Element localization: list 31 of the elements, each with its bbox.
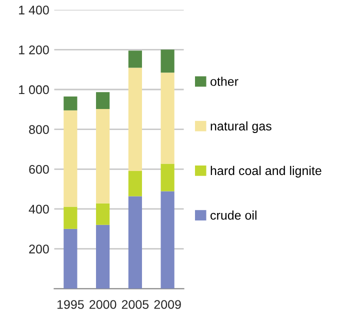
bar [96, 92, 110, 110]
bar [160, 164, 174, 192]
bar [96, 109, 110, 204]
y-tick-label: 800 [29, 125, 49, 134]
legend-label: hard coal and lignite [210, 166, 322, 178]
x-tick-label: 2005 [122, 300, 149, 309]
y-tick-label: 1 000 [19, 85, 49, 94]
bar [64, 110, 78, 207]
bar [64, 228, 78, 289]
x-tick-label: 2000 [90, 300, 116, 309]
bar [96, 203, 110, 225]
legend-label: crude oil [210, 210, 256, 220]
y-tick-label: 1 200 [19, 45, 49, 54]
bar [160, 50, 174, 73]
legend-label: natural gas [210, 121, 272, 133]
x-tick-label: 1995 [57, 300, 84, 309]
bar [128, 50, 142, 68]
bar [64, 206, 78, 229]
bar [96, 224, 110, 289]
y-tick-label: 600 [29, 164, 49, 174]
bar [64, 96, 78, 110]
y-tick-label: 400 [28, 204, 49, 214]
bar [160, 72, 174, 164]
x-tick-label: 2009 [154, 300, 181, 309]
y-tick-label: 200 [29, 244, 49, 254]
bar [128, 170, 142, 196]
legend-label: other [210, 76, 238, 86]
y-tick-label: 1 400 [19, 6, 49, 14]
bar [128, 196, 142, 289]
bar [160, 191, 174, 289]
bar [128, 68, 142, 171]
